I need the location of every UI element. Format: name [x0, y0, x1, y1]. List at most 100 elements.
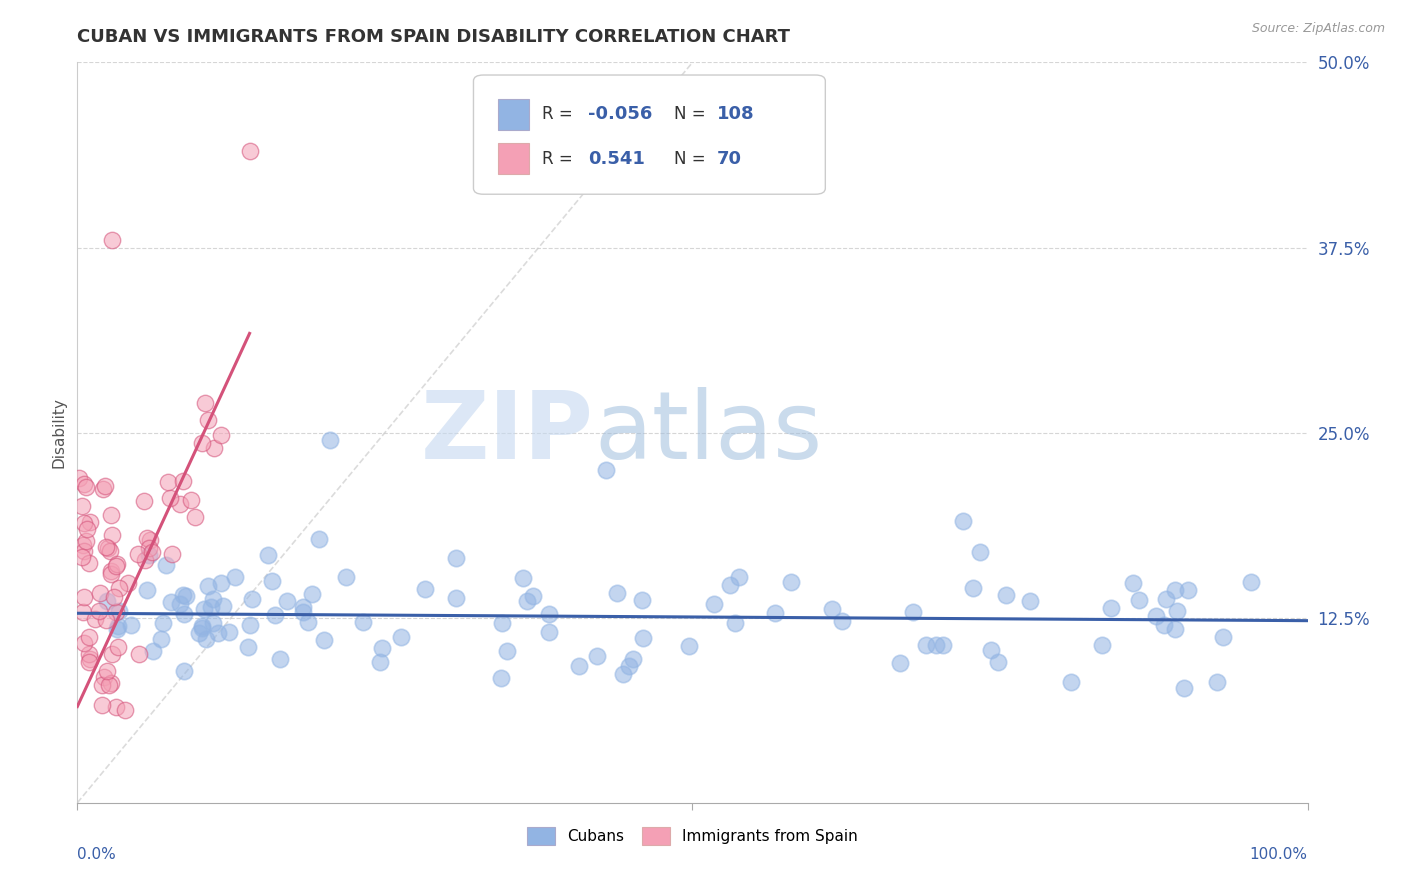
- Point: [70, 549, 93, 564]
- Point: [107, 619, 129, 633]
- Point: [90, 678, 112, 692]
- Point: [371, 641, 394, 656]
- Text: 100.0%: 100.0%: [1250, 847, 1308, 863]
- Point: [980, 642, 1002, 657]
- Point: [100, 564, 122, 578]
- Point: [76, 522, 98, 536]
- Point: [97, 678, 120, 692]
- Point: [606, 586, 628, 600]
- Point: [174, 589, 197, 603]
- Point: [239, 617, 262, 632]
- Text: N =: N =: [673, 105, 711, 123]
- Point: [94, 613, 117, 627]
- Point: [105, 700, 128, 714]
- Point: [75, 534, 97, 549]
- Legend: Cubans, Immigrants from Spain: Cubans, Immigrants from Spain: [522, 821, 863, 851]
- Point: [96, 665, 118, 679]
- Point: [128, 648, 150, 662]
- Point: [107, 557, 129, 571]
- Point: [621, 652, 644, 666]
- Point: [75, 480, 97, 494]
- Point: [117, 575, 139, 590]
- Point: [932, 638, 955, 652]
- Text: ZIP: ZIP: [422, 386, 595, 479]
- Point: [631, 592, 654, 607]
- Point: [335, 570, 357, 584]
- Point: [120, 617, 142, 632]
- Point: [197, 413, 219, 427]
- Text: R =: R =: [543, 105, 578, 123]
- Point: [779, 574, 801, 589]
- Point: [1128, 592, 1150, 607]
- Point: [136, 583, 159, 598]
- Text: 0.0%: 0.0%: [77, 847, 117, 863]
- Point: [1212, 630, 1234, 644]
- Point: [496, 644, 519, 658]
- Text: R =: R =: [543, 150, 578, 168]
- Text: Source: ZipAtlas.com: Source: ZipAtlas.com: [1251, 22, 1385, 36]
- Point: [93, 670, 115, 684]
- Point: [100, 528, 122, 542]
- Point: [312, 632, 335, 647]
- Point: [207, 625, 229, 640]
- Text: 0.541: 0.541: [588, 150, 645, 168]
- FancyBboxPatch shape: [474, 75, 825, 194]
- Point: [73, 477, 96, 491]
- Point: [567, 658, 589, 673]
- Point: [201, 592, 224, 607]
- Point: [105, 622, 128, 636]
- Point: [173, 664, 195, 678]
- Point: [413, 582, 436, 596]
- Point: [191, 622, 214, 636]
- Point: [1164, 622, 1187, 636]
- Text: CUBAN VS IMMIGRANTS FROM SPAIN DISABILITY CORRELATION CHART: CUBAN VS IMMIGRANTS FROM SPAIN DISABILIT…: [77, 28, 790, 45]
- Point: [262, 574, 284, 588]
- Point: [236, 640, 259, 654]
- Point: [292, 600, 315, 615]
- Point: [1091, 638, 1114, 652]
- Point: [160, 547, 183, 561]
- Point: [172, 474, 194, 488]
- Point: [368, 655, 391, 669]
- FancyBboxPatch shape: [498, 99, 529, 130]
- Point: [155, 558, 177, 572]
- Point: [139, 533, 162, 547]
- Point: [239, 145, 262, 159]
- Point: [308, 532, 330, 546]
- Point: [224, 570, 246, 584]
- Point: [98, 543, 121, 558]
- Point: [142, 644, 165, 658]
- Point: [73, 516, 96, 530]
- Point: [209, 576, 232, 591]
- Point: [218, 624, 240, 639]
- Point: [172, 588, 194, 602]
- Point: [512, 571, 534, 585]
- Point: [173, 607, 195, 621]
- Point: [84, 612, 107, 626]
- Point: [209, 428, 232, 442]
- Point: [138, 541, 160, 555]
- Point: [100, 508, 122, 522]
- Point: [107, 640, 129, 655]
- Point: [1206, 674, 1229, 689]
- Text: N =: N =: [673, 150, 711, 168]
- Point: [269, 652, 291, 666]
- Point: [194, 632, 217, 646]
- Point: [191, 435, 214, 450]
- Point: [156, 475, 179, 490]
- Point: [134, 553, 156, 567]
- Point: [489, 671, 512, 685]
- Point: [631, 632, 654, 646]
- Point: [831, 614, 853, 628]
- Point: [292, 605, 315, 619]
- Point: [89, 585, 111, 599]
- Point: [191, 619, 214, 633]
- Point: [91, 698, 114, 713]
- Point: [446, 551, 468, 566]
- Point: [136, 531, 159, 545]
- Point: [1164, 582, 1187, 597]
- Point: [89, 604, 111, 618]
- Point: [200, 600, 222, 615]
- Point: [1166, 604, 1188, 618]
- Point: [97, 541, 120, 555]
